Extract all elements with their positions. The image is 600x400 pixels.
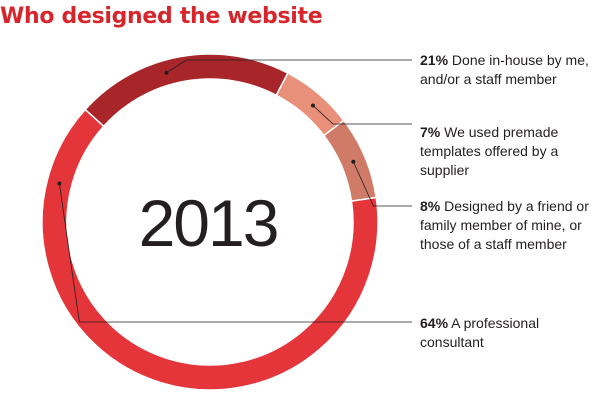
legend-pct-in-house: 21% xyxy=(420,52,449,68)
legend-text-in-house: Done in-house by me, and/or a staff memb… xyxy=(420,52,589,87)
legend-label-in-house: 21% Done in-house by me, and/or a staff … xyxy=(420,51,598,89)
chart-title: Who designed the website xyxy=(0,4,323,29)
leader-dot-consultant xyxy=(57,181,62,186)
leader-dot-templates xyxy=(310,103,315,108)
donut-slice-templates xyxy=(275,72,345,137)
legend-pct-friend: 8% xyxy=(420,198,441,214)
donut-slice-consultant xyxy=(41,108,379,391)
legend-text-consultant: A professional consultant xyxy=(420,315,540,350)
leader-dot-friend xyxy=(351,159,356,164)
legend-label-templates: 7% We used premade templates offered by … xyxy=(420,123,598,180)
legend-pct-templates: 7% xyxy=(420,124,441,140)
donut-slice-friend xyxy=(322,119,378,202)
leader-line-in-house xyxy=(166,59,412,74)
legend-label-consultant: 64% A professional consultant xyxy=(420,314,598,352)
leader-dot-in-house xyxy=(164,70,169,75)
leader-line-friend xyxy=(352,161,412,207)
legend-text-templates: We used premade templates offered by a s… xyxy=(420,124,559,178)
leader-line-consultant xyxy=(58,183,412,323)
legend-label-friend: 8% Designed by a friend or family member… xyxy=(420,197,598,254)
center-label: 2013 xyxy=(139,186,278,260)
donut-slice-in-house xyxy=(84,53,289,128)
leader-line-templates xyxy=(312,105,412,125)
legend-pct-consultant: 64% xyxy=(420,315,449,331)
legend-text-friend: Designed by a friend or family member of… xyxy=(420,198,589,252)
